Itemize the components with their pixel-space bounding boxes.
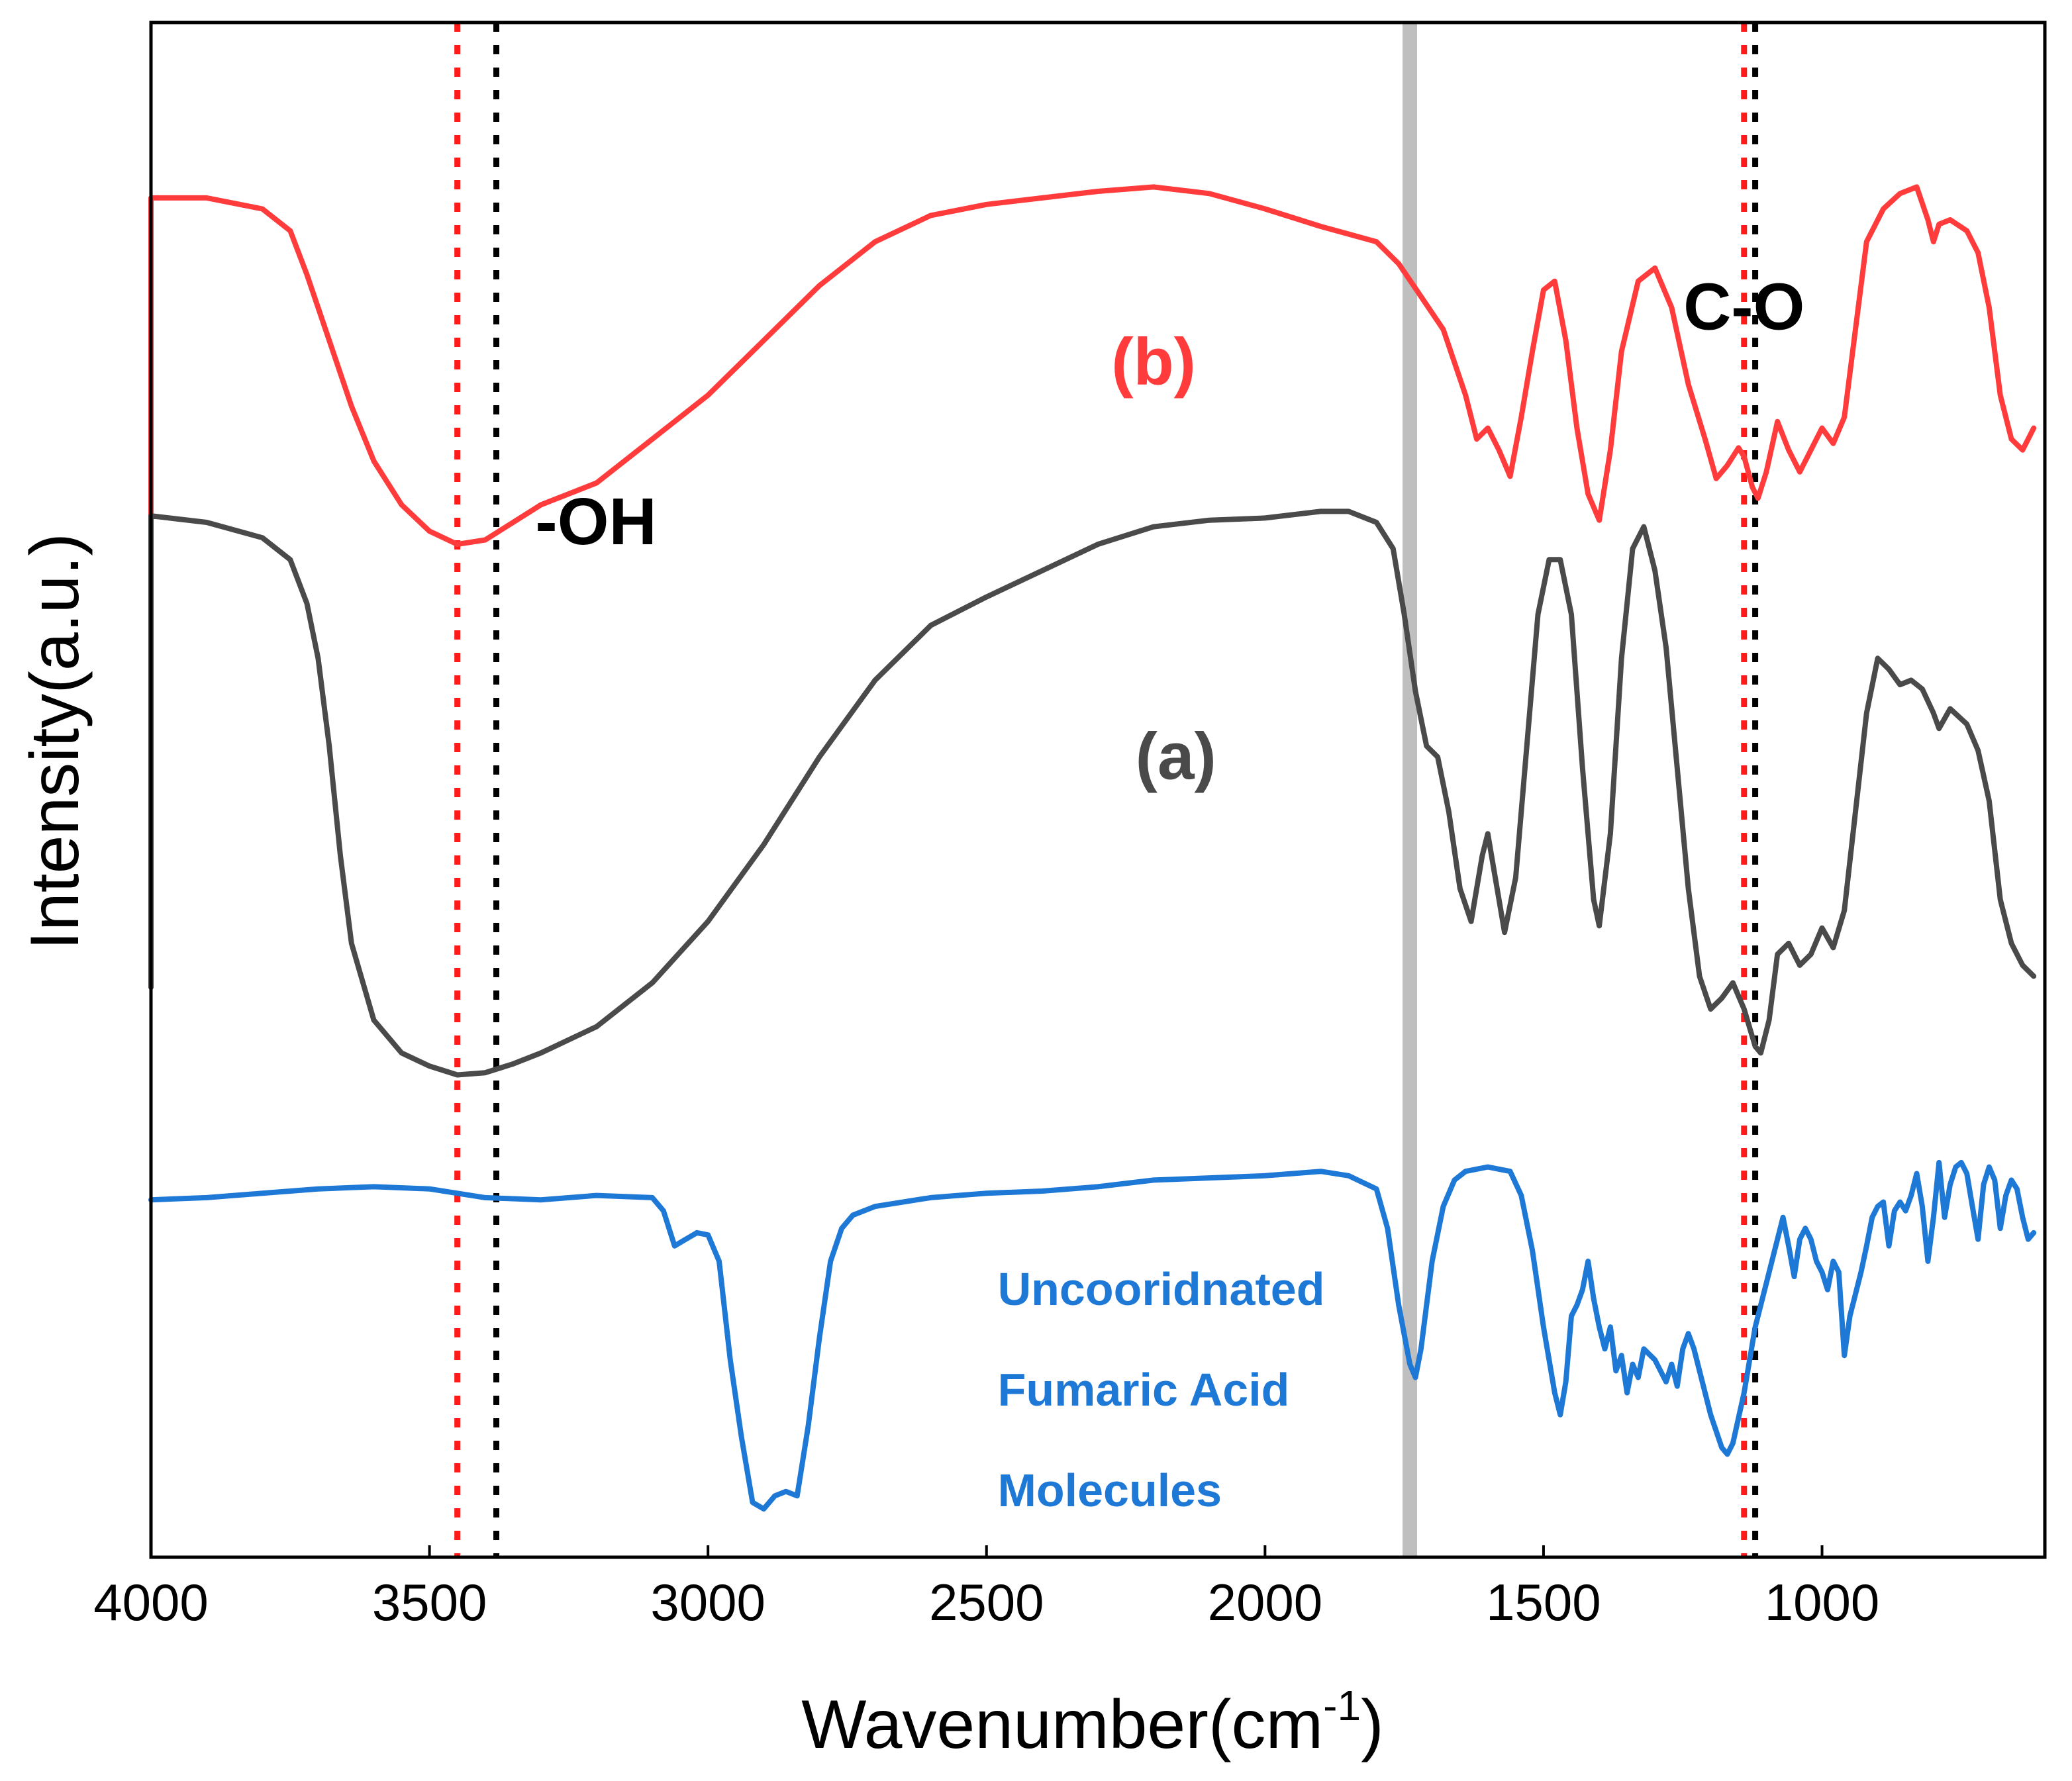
x-axis-title-close: ) xyxy=(1361,1686,1384,1763)
x-tick-label-2500: 2500 xyxy=(929,1573,1044,1631)
reference-lines xyxy=(454,23,1759,1557)
series-label-2: (a) xyxy=(1136,719,1216,793)
x-tick-label-3000: 3000 xyxy=(650,1573,765,1631)
series-line-3 xyxy=(148,1159,2037,1512)
series-line-1 xyxy=(148,184,2037,990)
x-tick-label-3500: 3500 xyxy=(372,1573,487,1631)
series-label-1: (b) xyxy=(1111,324,1196,399)
annotation-1: -OH xyxy=(535,485,656,559)
annotation-2: C-O xyxy=(1683,270,1804,344)
x-axis-title: Wavenumber(cm-1) xyxy=(801,1682,1383,1763)
series-line-2 xyxy=(148,508,2037,1078)
spectra xyxy=(148,184,2037,1512)
x-axis-ticks: 4000 3500 3000 2500 2000 1500 1000 xyxy=(93,1545,1879,1631)
series-label-3-line-1: Uncooridnated xyxy=(998,1263,1325,1315)
x-tick-label-2000: 2000 xyxy=(1208,1573,1323,1631)
annotations: -OH C-O xyxy=(535,270,1804,559)
x-tick-label-4000: 4000 xyxy=(93,1573,209,1631)
series-label-3-line-2: Fumaric Acid xyxy=(998,1364,1290,1416)
y-axis-title: Intensity(a.u.) xyxy=(17,533,93,950)
plot-frame xyxy=(149,21,2047,1559)
x-tick-label-1500: 1500 xyxy=(1486,1573,1601,1631)
x-axis-title-main: Wavenumber(cm xyxy=(801,1686,1323,1763)
x-tick-label-1000: 1000 xyxy=(1765,1573,1880,1631)
x-axis-title-superscript: -1 xyxy=(1323,1682,1361,1729)
series-label-3-line-3: Molecules xyxy=(998,1465,1222,1516)
series-labels: (b) (a) Uncooridnated Fumaric Acid Molecules xyxy=(998,324,1325,1516)
